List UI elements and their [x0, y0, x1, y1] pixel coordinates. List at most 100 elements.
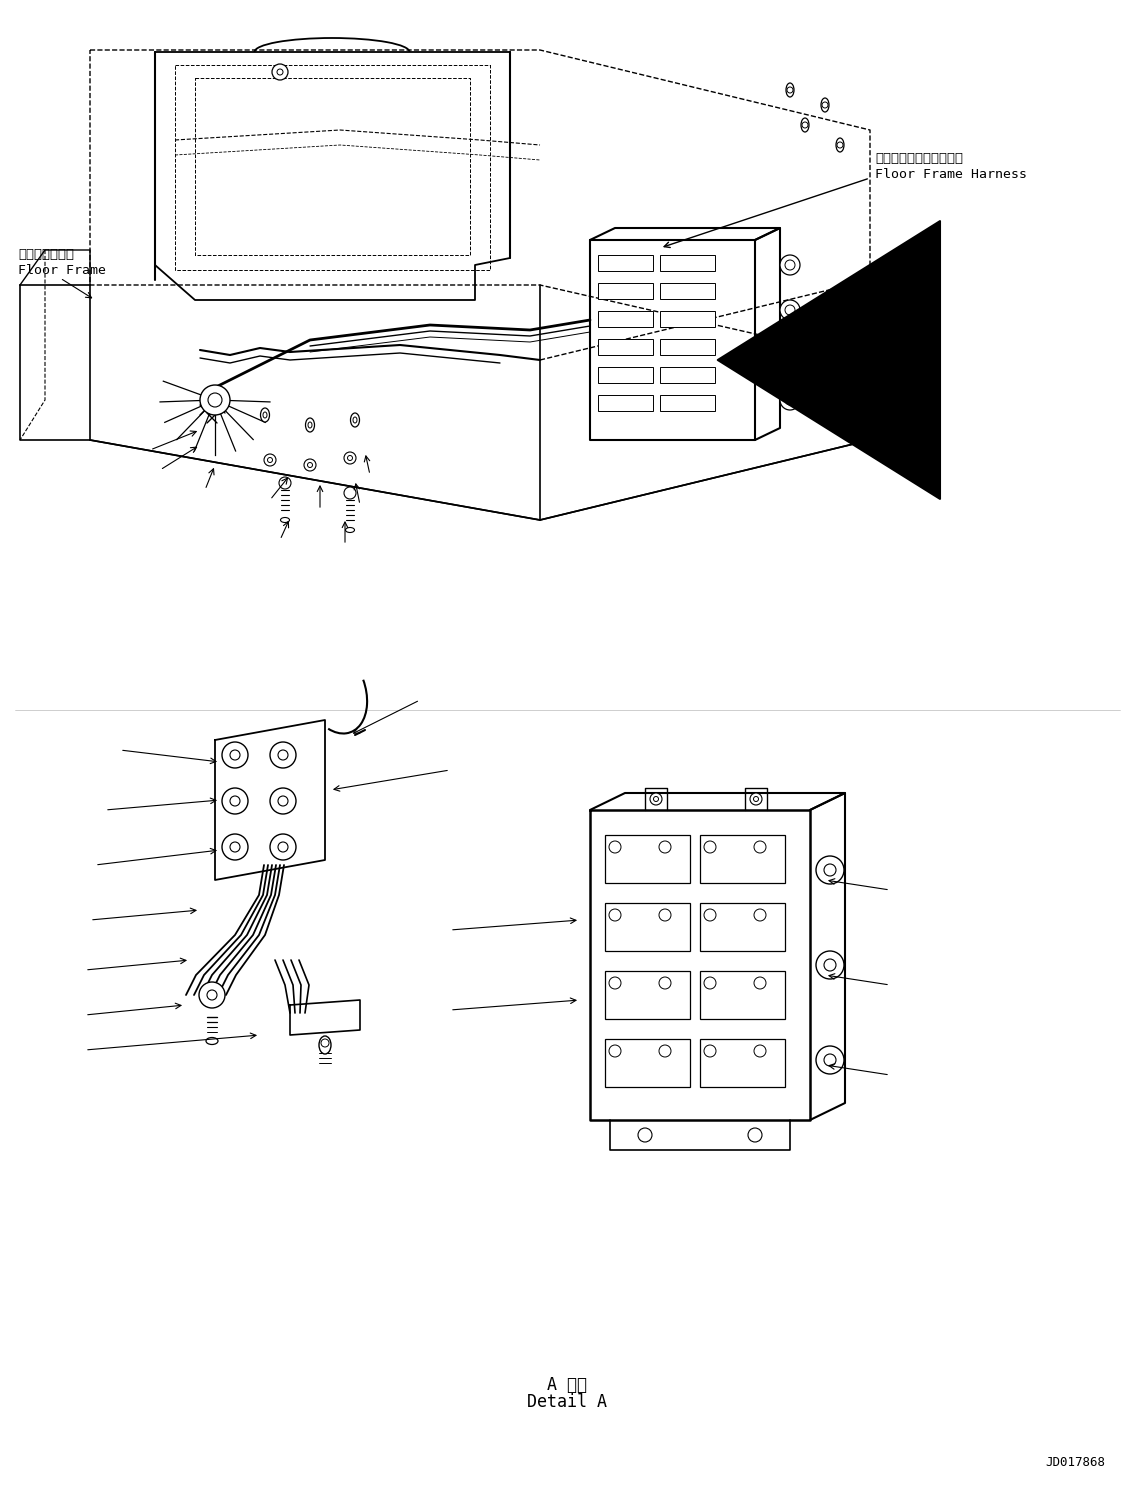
- Circle shape: [278, 842, 288, 851]
- Text: フロアフレームハーネス: フロアフレームハーネス: [875, 152, 962, 166]
- Bar: [598, 338, 653, 355]
- Bar: [605, 971, 690, 1018]
- Circle shape: [824, 959, 836, 971]
- Ellipse shape: [353, 417, 358, 423]
- Circle shape: [816, 856, 844, 884]
- Bar: [659, 255, 715, 271]
- Circle shape: [659, 1045, 671, 1057]
- Bar: [700, 1039, 785, 1087]
- Bar: [659, 283, 715, 300]
- Bar: [605, 1039, 690, 1087]
- Ellipse shape: [351, 413, 360, 426]
- Ellipse shape: [205, 1038, 218, 1045]
- Bar: [605, 904, 690, 951]
- Circle shape: [344, 452, 356, 464]
- Bar: [598, 395, 653, 412]
- Circle shape: [344, 488, 356, 499]
- Circle shape: [270, 833, 296, 860]
- Bar: [598, 367, 653, 383]
- Circle shape: [754, 977, 766, 989]
- Circle shape: [230, 750, 239, 760]
- Circle shape: [802, 122, 808, 128]
- Circle shape: [748, 1129, 762, 1142]
- Circle shape: [222, 789, 249, 814]
- Circle shape: [200, 385, 230, 414]
- Circle shape: [222, 833, 249, 860]
- Text: フロアフレーム: フロアフレーム: [18, 248, 74, 261]
- Circle shape: [816, 951, 844, 980]
- Bar: [700, 835, 785, 883]
- Bar: [659, 312, 715, 327]
- Circle shape: [754, 796, 758, 802]
- Circle shape: [308, 462, 312, 468]
- Circle shape: [785, 306, 794, 315]
- Circle shape: [264, 453, 276, 467]
- Circle shape: [754, 910, 766, 921]
- Circle shape: [304, 459, 316, 471]
- Ellipse shape: [345, 528, 354, 532]
- Circle shape: [207, 990, 217, 1000]
- Ellipse shape: [787, 83, 794, 97]
- Bar: [659, 395, 715, 412]
- Circle shape: [780, 300, 800, 321]
- Ellipse shape: [319, 1036, 331, 1054]
- Circle shape: [347, 455, 353, 461]
- Circle shape: [278, 750, 288, 760]
- Circle shape: [277, 69, 283, 75]
- Circle shape: [824, 863, 836, 877]
- Circle shape: [609, 1045, 621, 1057]
- Circle shape: [609, 910, 621, 921]
- Circle shape: [704, 1045, 716, 1057]
- Bar: [598, 255, 653, 271]
- Circle shape: [659, 977, 671, 989]
- Bar: [605, 835, 690, 883]
- Bar: [659, 338, 715, 355]
- Circle shape: [222, 743, 249, 768]
- Circle shape: [780, 391, 800, 410]
- Ellipse shape: [263, 412, 267, 417]
- Ellipse shape: [280, 517, 289, 522]
- Circle shape: [704, 977, 716, 989]
- Circle shape: [659, 910, 671, 921]
- Circle shape: [785, 395, 794, 406]
- Circle shape: [279, 477, 291, 489]
- Circle shape: [780, 344, 800, 365]
- Ellipse shape: [836, 139, 844, 152]
- Circle shape: [199, 983, 225, 1008]
- Circle shape: [750, 793, 762, 805]
- Text: A: A: [830, 330, 848, 358]
- Circle shape: [816, 1047, 844, 1074]
- Bar: [700, 971, 785, 1018]
- Circle shape: [270, 743, 296, 768]
- Circle shape: [638, 1129, 651, 1142]
- Ellipse shape: [801, 118, 809, 133]
- Circle shape: [787, 86, 793, 92]
- Circle shape: [704, 910, 716, 921]
- Circle shape: [824, 1054, 836, 1066]
- Circle shape: [704, 841, 716, 853]
- Text: Detail A: Detail A: [527, 1393, 607, 1410]
- Circle shape: [321, 1039, 329, 1047]
- Circle shape: [278, 796, 288, 807]
- Circle shape: [230, 842, 239, 851]
- Circle shape: [609, 977, 621, 989]
- Circle shape: [268, 458, 272, 462]
- Circle shape: [659, 841, 671, 853]
- Circle shape: [754, 1045, 766, 1057]
- Bar: [598, 283, 653, 300]
- Circle shape: [272, 64, 288, 81]
- Circle shape: [785, 259, 794, 270]
- Bar: [598, 312, 653, 327]
- Text: Floor Frame: Floor Frame: [18, 264, 106, 277]
- Circle shape: [836, 142, 843, 148]
- Text: A 詳細: A 詳細: [547, 1376, 587, 1394]
- Ellipse shape: [261, 409, 269, 422]
- Ellipse shape: [821, 98, 829, 112]
- Circle shape: [208, 394, 222, 407]
- Circle shape: [230, 796, 239, 807]
- Circle shape: [822, 101, 829, 107]
- Circle shape: [754, 841, 766, 853]
- Circle shape: [785, 350, 794, 359]
- Bar: [700, 904, 785, 951]
- Ellipse shape: [308, 422, 312, 428]
